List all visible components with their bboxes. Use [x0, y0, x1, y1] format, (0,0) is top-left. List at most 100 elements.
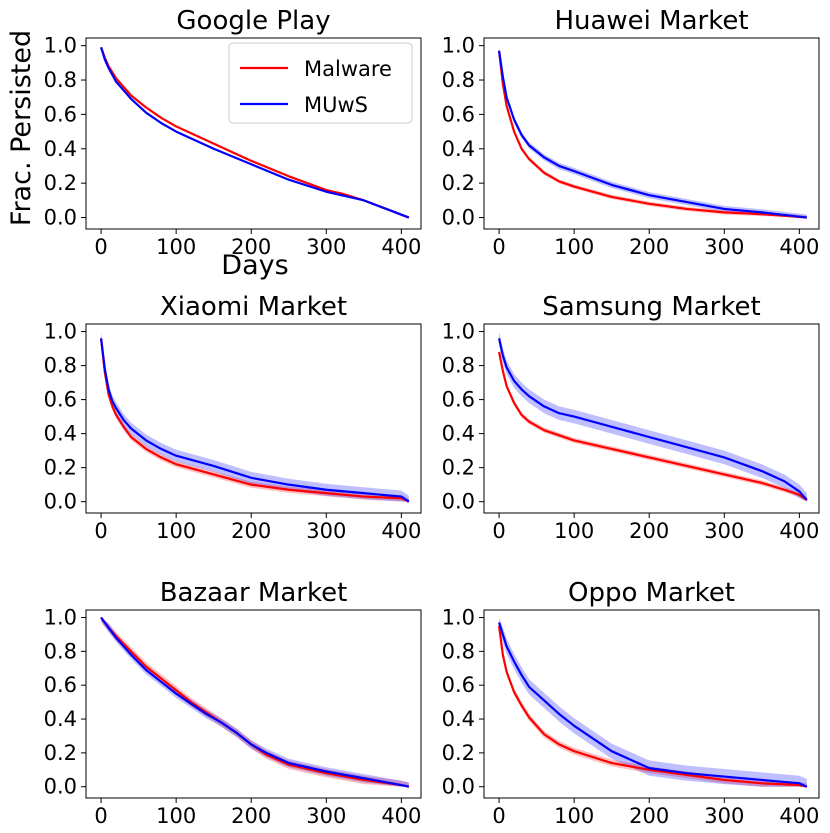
panel-huawei-market: Huawei Market 0 100 200 300 400 0.0 0.2 0.4 0.6 0.…	[442, 6, 820, 259]
x-tick-label: 200	[231, 804, 271, 828]
panel-title: Xiaomi Market	[160, 292, 347, 322]
y-tick-label: 0.0	[442, 775, 475, 799]
panel-samsung-market: Samsung Market 0 100 200 300 400 0.0 0.2 0.4 0.6 0…	[442, 292, 820, 543]
x-tick-label: 100	[554, 804, 594, 828]
x-tick-label: 100	[554, 519, 594, 543]
plot-frame	[483, 37, 820, 230]
plot-frame	[483, 609, 820, 799]
y-tick-label: 0.2	[44, 456, 77, 480]
x-tick-label: 0	[94, 235, 107, 259]
x-tick-label: 300	[704, 235, 744, 259]
panel-oppo-market: Oppo Market 0 100 200 300 400 0.0 0.2 0.4 0.6 0.8 1…	[442, 578, 820, 828]
x-tick-label: 0	[94, 804, 107, 828]
series-line-muws	[498, 338, 808, 501]
x-tick-label: 300	[306, 235, 346, 259]
y-tick-label: 0.6	[44, 102, 77, 126]
y-tick-label: 0.4	[44, 422, 77, 446]
series-line-malware	[100, 616, 410, 788]
y-tick-label: 0.8	[44, 639, 77, 663]
series-line-muws	[100, 47, 410, 219]
plot-frame	[85, 323, 422, 514]
confidence-band-malware	[499, 349, 807, 502]
y-tick-label: 0.4	[442, 707, 475, 731]
plot-frame	[483, 323, 820, 514]
panel-xiaomi-market: Xiaomi Market 0 100 200 300 400 0.0 0.2 0.4 0.6 0.…	[44, 292, 422, 543]
series-line-malware	[497, 50, 807, 219]
series-line-muws	[497, 50, 807, 219]
confidence-band-muws	[499, 331, 807, 502]
y-tick-label: 0.2	[442, 741, 475, 765]
y-tick-label: 0.8	[442, 639, 475, 663]
confidence-band-muws	[101, 332, 409, 502]
y-tick-label: 0.4	[44, 707, 77, 731]
confidence-band-muws	[101, 617, 409, 787]
series-line-malware	[99, 338, 410, 503]
x-tick-label: 100	[156, 519, 196, 543]
x-tick-label: 200	[231, 235, 271, 259]
plot-frame	[85, 37, 422, 230]
x-tick-label: 200	[629, 804, 669, 828]
panel-title: Huawei Market	[554, 6, 748, 36]
y-tick-label: 0.0	[442, 206, 475, 230]
series-line-malware	[497, 625, 808, 788]
x-tick-label: 400	[381, 519, 421, 543]
panel-title: Bazaar Market	[160, 578, 348, 608]
y-axis-label: Frac. Persisted	[6, 30, 37, 226]
y-tick-label: 0.6	[44, 673, 77, 697]
x-tick-label: 300	[704, 804, 744, 828]
panel-title: Google Play	[176, 6, 330, 36]
y-tick-label: 0.6	[442, 388, 475, 412]
x-tick-label: 100	[554, 235, 594, 259]
y-tick-label: 1.0	[442, 320, 475, 344]
y-tick-label: 0.0	[44, 490, 77, 514]
y-tick-label: 0.8	[44, 68, 77, 92]
series-line-malware	[100, 46, 410, 219]
x-axis-label: Days	[221, 250, 288, 281]
y-tick-label: 0.6	[44, 388, 77, 412]
series-line-muws	[100, 616, 410, 788]
y-tick-label: 1.0	[44, 320, 77, 344]
y-tick-label: 1.0	[442, 34, 475, 58]
x-tick-label: 200	[629, 235, 669, 259]
x-tick-label: 0	[94, 519, 107, 543]
panel-google-play: Google Play 0 100 200 300 400 0.0 0.2 0.4 0.6 0.8 1…	[44, 6, 422, 259]
legend: Malware MUwS	[228, 42, 413, 124]
plot-frame	[85, 609, 422, 799]
y-tick-label: 0.8	[442, 68, 475, 92]
x-tick-label: 400	[381, 235, 421, 259]
y-tick-label: 0.2	[44, 741, 77, 765]
panel-title: Samsung Market	[542, 292, 760, 322]
x-tick-label: 0	[492, 235, 505, 259]
y-tick-label: 0.2	[442, 171, 475, 195]
x-tick-label: 400	[779, 804, 819, 828]
x-tick-label: 200	[231, 519, 271, 543]
y-tick-label: 1.0	[44, 34, 77, 58]
y-tick-label: 0.0	[44, 775, 77, 799]
confidence-band-malware	[499, 48, 807, 218]
confidence-band-malware	[101, 617, 409, 787]
y-tick-label: 0.0	[44, 206, 77, 230]
x-tick-label: 0	[492, 519, 505, 543]
y-tick-label: 1.0	[44, 606, 77, 630]
y-tick-label: 0.0	[442, 490, 475, 514]
y-tick-label: 0.2	[44, 171, 77, 195]
x-tick-label: 400	[779, 235, 819, 259]
x-tick-label: 400	[779, 519, 819, 543]
panel-bazaar-market: Bazaar Market 0 100 200 300 400 0.0 0.2 0.4 0.6 0.…	[44, 578, 422, 828]
legend-label-muws: MUwS	[304, 93, 368, 117]
x-tick-label: 200	[629, 519, 669, 543]
y-tick-label: 0.4	[442, 137, 475, 161]
y-tick-label: 0.8	[442, 354, 475, 378]
x-tick-label: 100	[156, 804, 196, 828]
y-tick-label: 0.4	[442, 422, 475, 446]
y-tick-label: 0.6	[442, 673, 475, 697]
y-tick-label: 1.0	[442, 606, 475, 630]
x-tick-label: 400	[381, 804, 421, 828]
x-tick-label: 100	[156, 235, 196, 259]
series-line-muws	[99, 338, 410, 503]
x-tick-label: 0	[492, 804, 505, 828]
y-tick-label: 0.8	[44, 354, 77, 378]
x-tick-label: 300	[704, 519, 744, 543]
y-tick-label: 0.2	[442, 456, 475, 480]
